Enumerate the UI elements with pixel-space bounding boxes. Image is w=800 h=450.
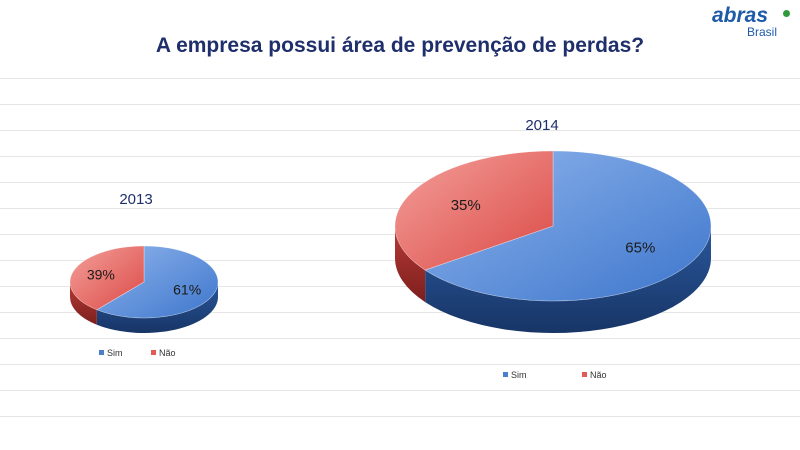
grid-line <box>0 286 800 287</box>
grid-line <box>0 416 800 417</box>
page-title: A empresa possui área de prevenção de pe… <box>155 34 645 57</box>
logo-brand: abras <box>712 4 769 27</box>
legend-label-sim: Sim <box>107 348 123 358</box>
pie-side-sim <box>96 282 218 333</box>
pie-side-não <box>395 226 426 303</box>
grid-line <box>0 338 800 339</box>
logo-mark-icon <box>783 10 790 17</box>
pie-side-não <box>70 282 97 325</box>
legend-label-sim: Sim <box>511 370 527 380</box>
legend-swatch-não <box>151 350 156 355</box>
data-label-não: 35% <box>451 197 481 214</box>
legend-swatch-sim <box>503 372 508 377</box>
logo-sub: Brasil <box>747 25 778 39</box>
legend-swatch-sim <box>99 350 104 355</box>
grid-line <box>0 312 800 313</box>
pie-slice-sim <box>424 150 712 302</box>
pie-slice-não <box>394 150 554 271</box>
grid-line <box>0 390 800 391</box>
pie-slice-não <box>69 245 145 311</box>
data-label-sim: 61% <box>173 281 201 297</box>
legend-label-não: Não <box>590 370 607 380</box>
pie-side-sim <box>425 226 711 333</box>
data-label-sim: 65% <box>625 239 655 256</box>
chart-title: 2013 <box>119 191 152 208</box>
legend-swatch-não <box>582 372 587 377</box>
legend-label-não: Não <box>159 348 176 358</box>
abras-logo: abras Brasil <box>712 4 796 46</box>
grid-line <box>0 78 800 79</box>
grid-line <box>0 104 800 105</box>
grid-line <box>0 364 800 365</box>
pie-slice-sim <box>96 245 219 319</box>
grid-line <box>0 182 800 183</box>
chart-title: 2014 <box>525 117 558 134</box>
grid-line <box>0 156 800 157</box>
grid-line <box>0 130 800 131</box>
data-label-não: 39% <box>87 266 115 282</box>
